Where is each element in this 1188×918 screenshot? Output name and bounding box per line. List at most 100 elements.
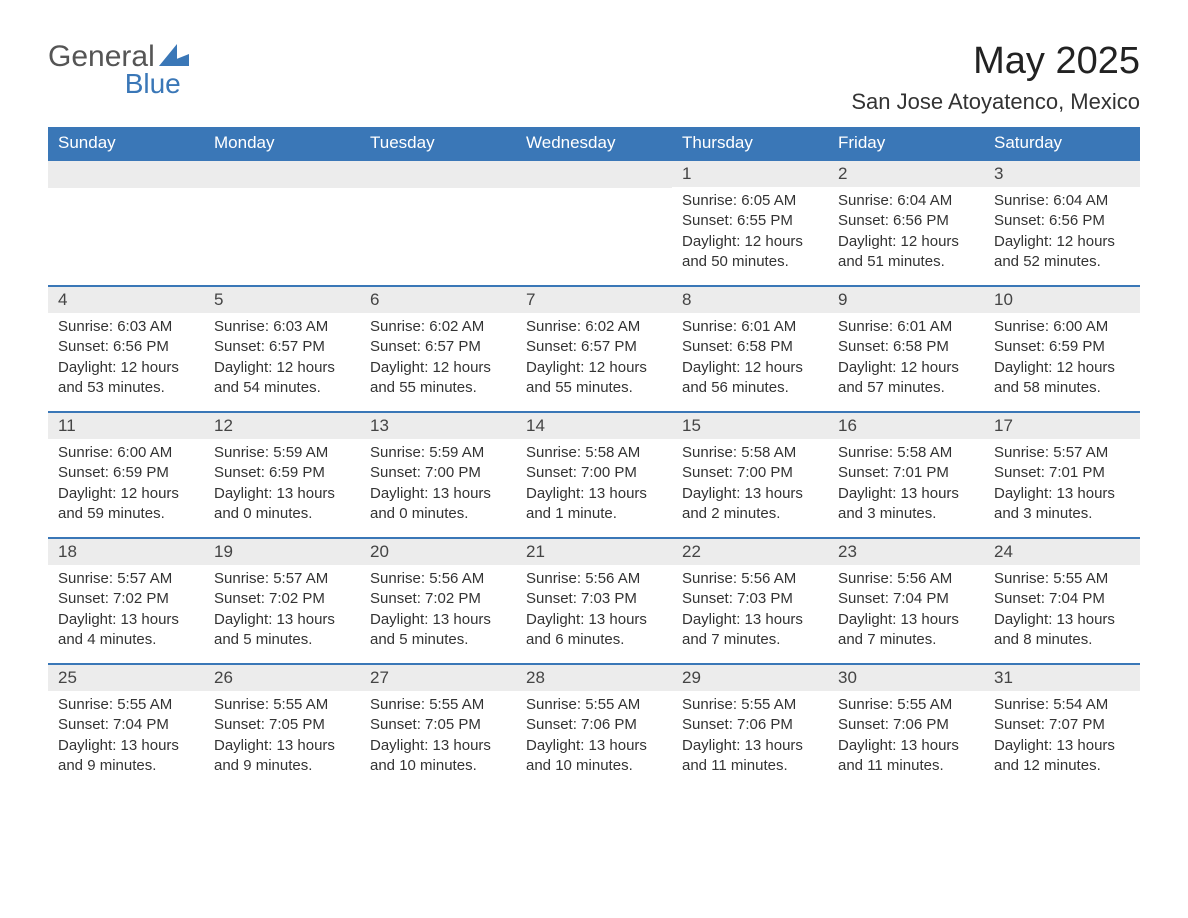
day-cell: 7Sunrise: 6:02 AMSunset: 6:57 PMDaylight… [516,287,672,411]
daylight2-line: and 1 minute. [526,504,662,524]
sunrise-line: Sunrise: 6:02 AM [370,317,506,337]
day-content: Sunrise: 6:03 AMSunset: 6:56 PMDaylight:… [48,313,204,406]
day-cell: 4Sunrise: 6:03 AMSunset: 6:56 PMDaylight… [48,287,204,411]
daylight1-line: Daylight: 13 hours [526,736,662,756]
day-cell: 3Sunrise: 6:04 AMSunset: 6:56 PMDaylight… [984,161,1140,285]
sunrise-line: Sunrise: 5:55 AM [682,695,818,715]
location: San Jose Atoyatenco, Mexico [851,89,1140,115]
daylight2-line: and 7 minutes. [682,630,818,650]
empty-day-header [360,161,516,188]
daylight1-line: Daylight: 12 hours [58,484,194,504]
day-content: Sunrise: 5:58 AMSunset: 7:00 PMDaylight:… [516,439,672,532]
day-cell: 1Sunrise: 6:05 AMSunset: 6:55 PMDaylight… [672,161,828,285]
day-content: Sunrise: 5:59 AMSunset: 7:00 PMDaylight:… [360,439,516,532]
day-number: 20 [360,539,516,565]
sunset-line: Sunset: 7:05 PM [214,715,350,735]
day-cell: 13Sunrise: 5:59 AMSunset: 7:00 PMDayligh… [360,413,516,537]
daylight2-line: and 11 minutes. [682,756,818,776]
daylight2-line: and 0 minutes. [370,504,506,524]
day-content: Sunrise: 6:03 AMSunset: 6:57 PMDaylight:… [204,313,360,406]
day-cell: 21Sunrise: 5:56 AMSunset: 7:03 PMDayligh… [516,539,672,663]
daylight2-line: and 0 minutes. [214,504,350,524]
weekday-header: Thursday [672,127,828,159]
sunset-line: Sunset: 7:05 PM [370,715,506,735]
day-number: 12 [204,413,360,439]
day-content: Sunrise: 5:57 AMSunset: 7:02 PMDaylight:… [204,565,360,658]
day-cell [516,161,672,285]
daylight1-line: Daylight: 13 hours [526,484,662,504]
day-number: 22 [672,539,828,565]
daylight2-line: and 51 minutes. [838,252,974,272]
daylight1-line: Daylight: 12 hours [370,358,506,378]
day-content: Sunrise: 5:56 AMSunset: 7:04 PMDaylight:… [828,565,984,658]
day-number: 14 [516,413,672,439]
sunrise-line: Sunrise: 5:55 AM [214,695,350,715]
daylight1-line: Daylight: 13 hours [58,736,194,756]
sunset-line: Sunset: 6:56 PM [58,337,194,357]
daylight1-line: Daylight: 12 hours [994,232,1130,252]
day-content: Sunrise: 5:56 AMSunset: 7:03 PMDaylight:… [672,565,828,658]
daylight2-line: and 8 minutes. [994,630,1130,650]
sunset-line: Sunset: 6:58 PM [682,337,818,357]
sunrise-line: Sunrise: 6:01 AM [838,317,974,337]
day-cell: 27Sunrise: 5:55 AMSunset: 7:05 PMDayligh… [360,665,516,789]
weekday-header: Monday [204,127,360,159]
daylight1-line: Daylight: 12 hours [838,232,974,252]
day-cell: 6Sunrise: 6:02 AMSunset: 6:57 PMDaylight… [360,287,516,411]
sunset-line: Sunset: 7:06 PM [526,715,662,735]
day-number: 25 [48,665,204,691]
day-content: Sunrise: 5:57 AMSunset: 7:01 PMDaylight:… [984,439,1140,532]
sunset-line: Sunset: 7:00 PM [370,463,506,483]
day-cell [360,161,516,285]
daylight1-line: Daylight: 13 hours [682,484,818,504]
day-number: 13 [360,413,516,439]
sunrise-line: Sunrise: 5:56 AM [682,569,818,589]
day-content: Sunrise: 6:04 AMSunset: 6:56 PMDaylight:… [984,187,1140,280]
sunrise-line: Sunrise: 5:56 AM [838,569,974,589]
daylight2-line: and 9 minutes. [58,756,194,776]
daylight1-line: Daylight: 13 hours [682,736,818,756]
day-cell [204,161,360,285]
sunrise-line: Sunrise: 5:55 AM [994,569,1130,589]
sunrise-line: Sunrise: 5:55 AM [58,695,194,715]
daylight2-line: and 58 minutes. [994,378,1130,398]
sunset-line: Sunset: 6:59 PM [214,463,350,483]
day-number: 15 [672,413,828,439]
sunset-line: Sunset: 7:00 PM [682,463,818,483]
empty-day-header [204,161,360,188]
daylight2-line: and 2 minutes. [682,504,818,524]
daylight2-line: and 4 minutes. [58,630,194,650]
day-cell: 16Sunrise: 5:58 AMSunset: 7:01 PMDayligh… [828,413,984,537]
sunrise-line: Sunrise: 6:00 AM [994,317,1130,337]
sunset-line: Sunset: 6:57 PM [526,337,662,357]
day-cell: 10Sunrise: 6:00 AMSunset: 6:59 PMDayligh… [984,287,1140,411]
title-block: May 2025 San Jose Atoyatenco, Mexico [851,40,1140,115]
sunset-line: Sunset: 6:56 PM [994,211,1130,231]
sunrise-line: Sunrise: 6:02 AM [526,317,662,337]
day-content: Sunrise: 6:00 AMSunset: 6:59 PMDaylight:… [984,313,1140,406]
day-number: 4 [48,287,204,313]
sunset-line: Sunset: 7:03 PM [526,589,662,609]
sunrise-line: Sunrise: 6:00 AM [58,443,194,463]
empty-day-header [516,161,672,188]
daylight1-line: Daylight: 12 hours [526,358,662,378]
daylight1-line: Daylight: 13 hours [214,484,350,504]
sunset-line: Sunset: 7:07 PM [994,715,1130,735]
day-content: Sunrise: 6:02 AMSunset: 6:57 PMDaylight:… [516,313,672,406]
weekday-header-row: Sunday Monday Tuesday Wednesday Thursday… [48,127,1140,159]
day-cell: 5Sunrise: 6:03 AMSunset: 6:57 PMDaylight… [204,287,360,411]
day-number: 21 [516,539,672,565]
day-cell: 25Sunrise: 5:55 AMSunset: 7:04 PMDayligh… [48,665,204,789]
day-number: 24 [984,539,1140,565]
sunrise-line: Sunrise: 5:56 AM [370,569,506,589]
day-number: 3 [984,161,1140,187]
sunset-line: Sunset: 7:02 PM [214,589,350,609]
sunrise-line: Sunrise: 6:04 AM [838,191,974,211]
sunset-line: Sunset: 6:58 PM [838,337,974,357]
daylight2-line: and 5 minutes. [214,630,350,650]
day-number: 8 [672,287,828,313]
day-content: Sunrise: 5:55 AMSunset: 7:04 PMDaylight:… [984,565,1140,658]
sunset-line: Sunset: 7:04 PM [838,589,974,609]
day-number: 29 [672,665,828,691]
daylight1-line: Daylight: 13 hours [838,484,974,504]
